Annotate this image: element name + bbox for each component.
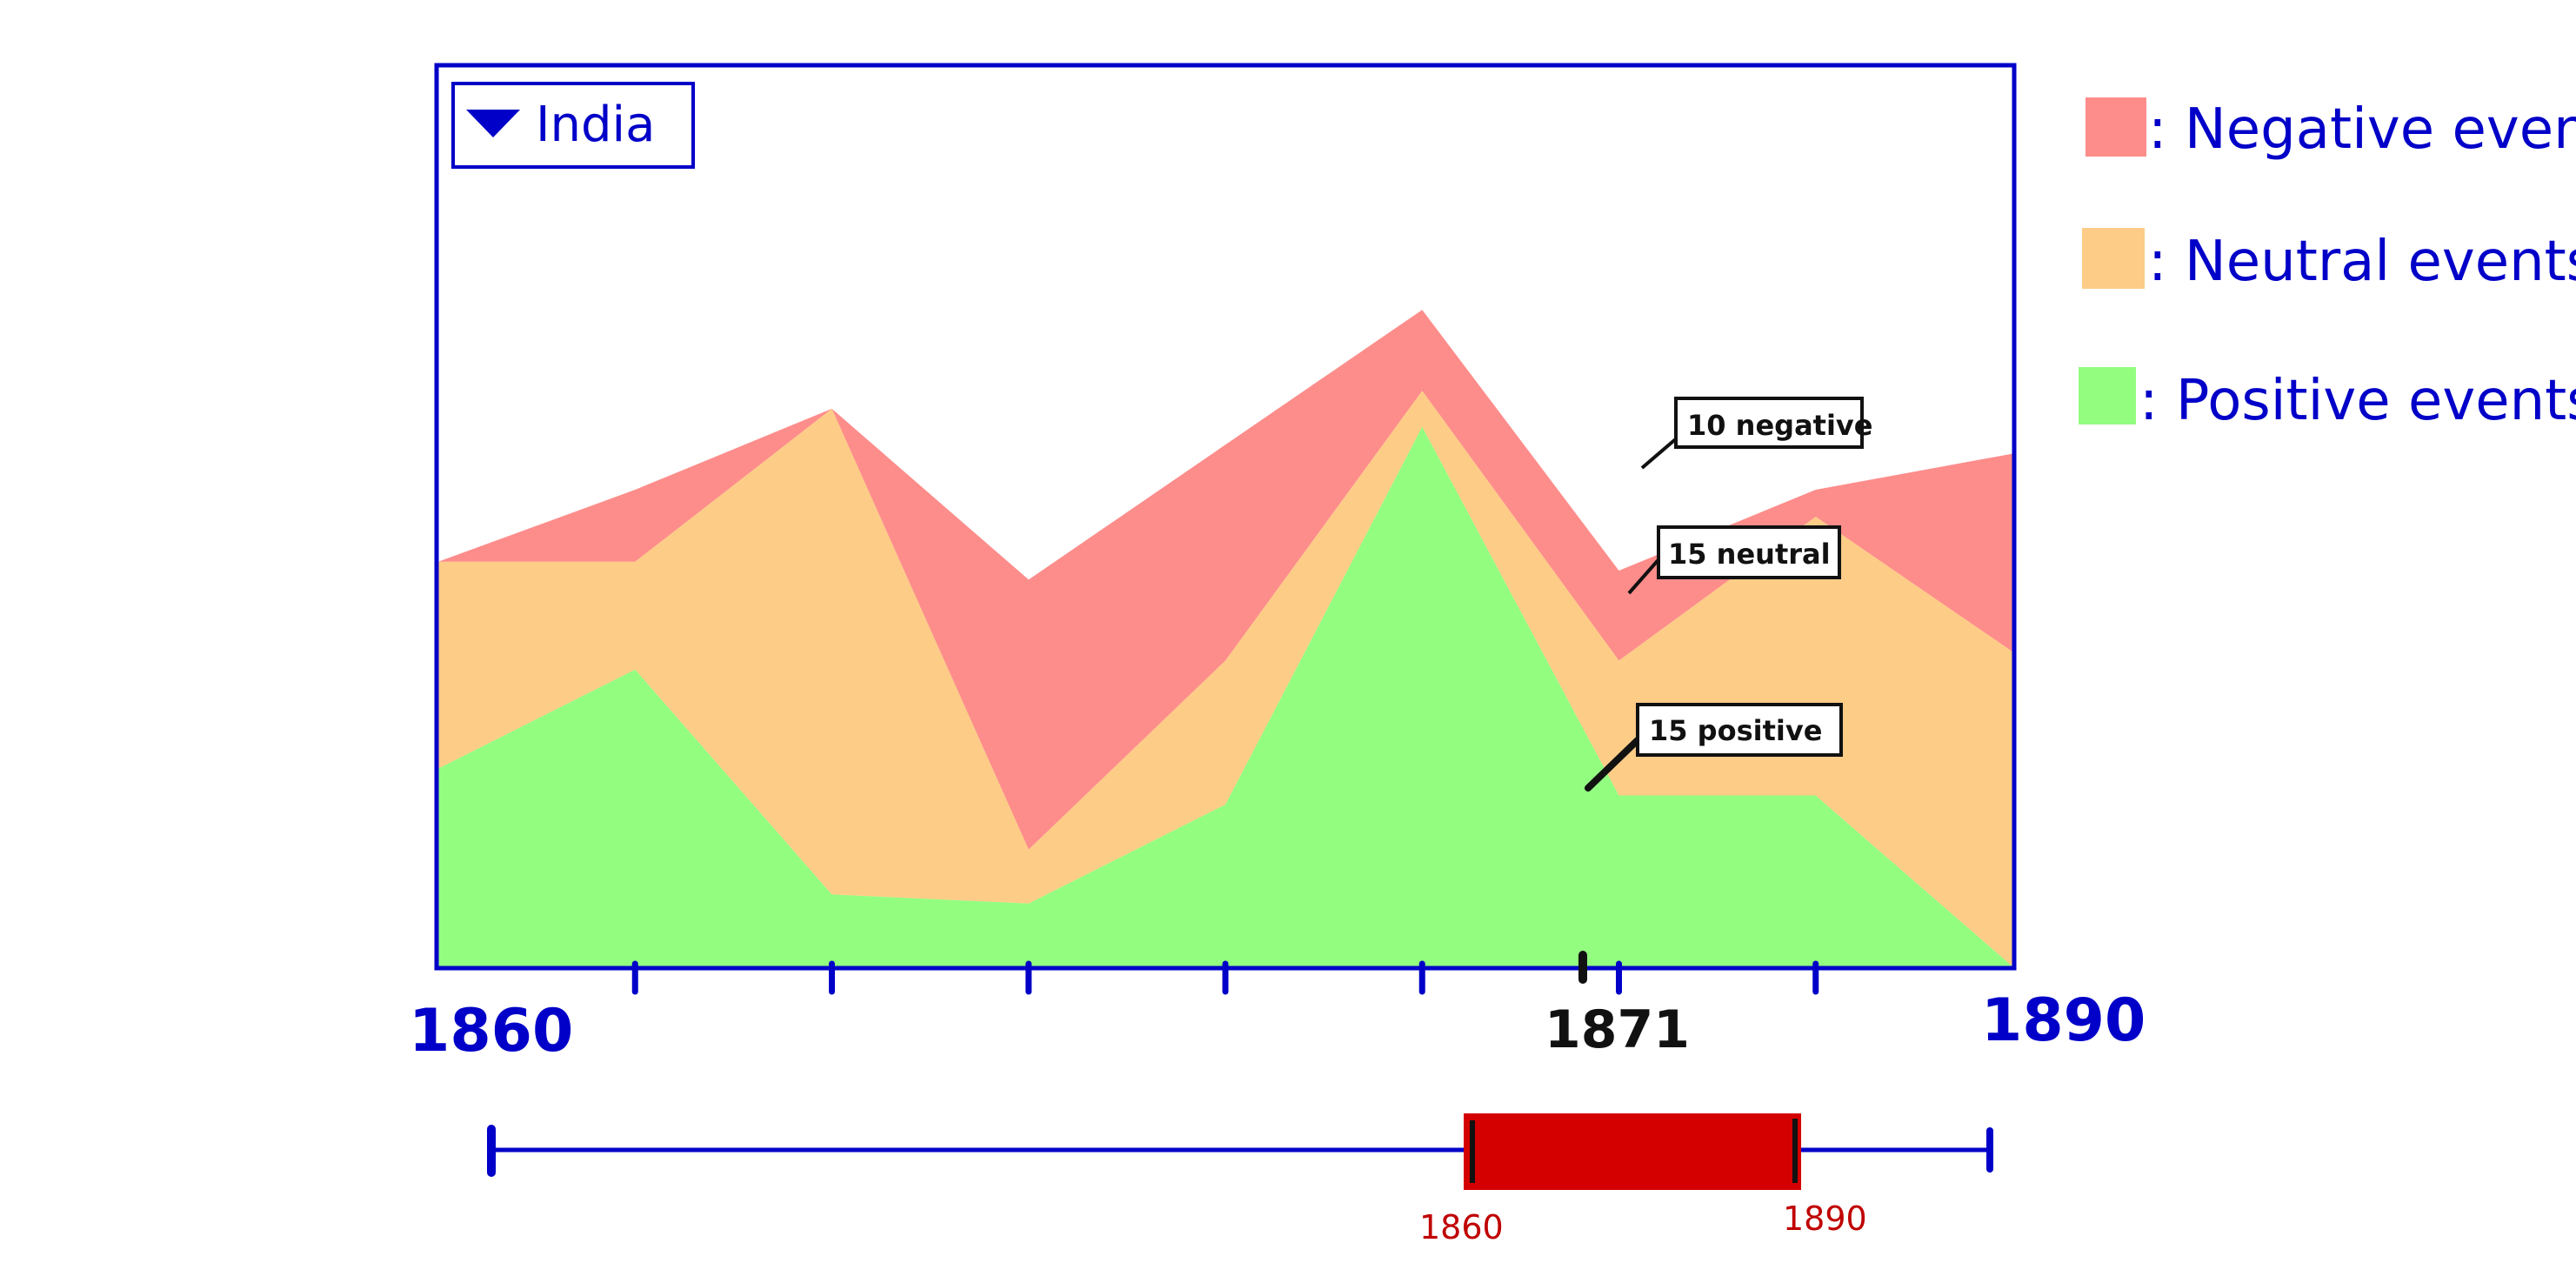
area-positive-events[interactable] xyxy=(438,426,2012,967)
range-slider-selection[interactable] xyxy=(1464,1113,1801,1190)
legend-label-neutral: : Neutral events xyxy=(2148,230,2576,294)
triangle-down-icon xyxy=(466,110,520,137)
x-tick-label-end: 1890 xyxy=(1981,986,2146,1055)
legend-item-negative: : Negative events xyxy=(2085,97,2576,162)
annotation-negative-text: 10 negative xyxy=(1687,409,1872,442)
area-neutral-events[interactable] xyxy=(438,391,2012,966)
annotation-positive-text: 15 positive xyxy=(1649,714,1822,747)
x-axis-ticks xyxy=(631,960,1819,995)
legend-swatch-positive xyxy=(2079,367,2136,424)
range-slider[interactable]: 1860 1890 xyxy=(487,1113,1993,1246)
legend-swatch-neutral xyxy=(2082,228,2145,289)
country-dropdown[interactable]: India xyxy=(451,82,695,169)
annotation-neutral: 15 neutral xyxy=(1627,525,1841,595)
annotation-neutral-text: 15 neutral xyxy=(1668,538,1831,571)
x-tick-label-start: 1860 xyxy=(409,997,573,1066)
legend-item-neutral: : Neutral events xyxy=(2082,228,2576,294)
range-slider-end-label: 1890 xyxy=(1783,1200,1867,1238)
legend: : Negative events : Neutral events : Pos… xyxy=(2079,97,2576,433)
legend-label-positive: : Positive events xyxy=(2139,369,2576,433)
annotation-positive: 15 positive xyxy=(1585,703,1843,792)
hover-year-label: 1871 xyxy=(1545,999,1690,1060)
range-slider-start-label: 1860 xyxy=(1419,1208,1504,1246)
hover-indicator: 1871 xyxy=(1545,951,1690,1060)
legend-label-negative: : Negative events xyxy=(2148,97,2576,162)
annotation-negative: 10 negative xyxy=(1640,397,1872,470)
legend-item-positive: : Positive events xyxy=(2079,367,2576,433)
legend-swatch-negative xyxy=(2085,97,2146,157)
area-negative-events[interactable] xyxy=(438,310,2012,850)
area-layers xyxy=(438,310,2012,967)
dropdown-label: India xyxy=(536,97,655,153)
